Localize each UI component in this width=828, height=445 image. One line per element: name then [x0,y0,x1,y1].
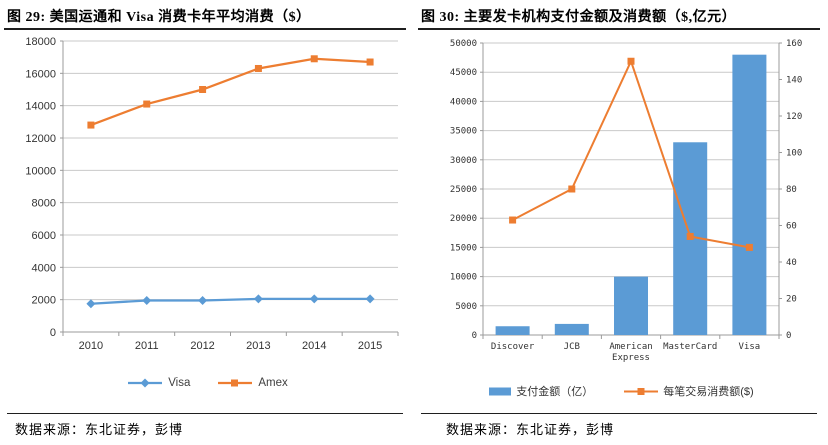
data-point-marker-square [366,58,374,66]
chart29-title-divider [4,28,406,30]
x-axis-category-label: Express [612,353,650,363]
y-axis-tick-label: 14000 [25,101,56,113]
x-axis-category-label: 2011 [135,340,159,352]
legend-item-visa: Visa [126,377,190,389]
chart30-footer-divider [421,413,817,414]
data-point-marker-square [509,216,517,224]
y-axis-tick-label: 16000 [25,68,56,80]
data-point-marker-diamond [86,299,96,309]
right-axis-tick-label: 80 [786,185,797,195]
data-point-marker-diamond [198,295,208,305]
right-axis-tick-label: 0 [786,331,791,341]
bar-jcb [554,323,589,335]
y-axis-tick-label: 18000 [25,36,56,48]
x-axis-category-label: 2014 [302,340,326,352]
left-axis-tick-label: 10000 [450,273,477,283]
chart29-footer-divider [7,413,403,414]
bar-visa [732,54,767,336]
y-axis-tick-label: 2000 [32,295,56,307]
legend-diamond-marker [140,378,150,388]
data-point-marker-square [686,232,694,240]
legend-square-marker [637,387,645,395]
legend-bar-swatch-icon [489,387,512,395]
x-axis-category-label: 2010 [79,340,103,352]
y-axis-tick-label: 4000 [32,262,56,274]
bar-american-express [614,276,648,335]
chart29-source-note: 数据来源：东北证券，彭博 [15,422,184,437]
left-axis-tick-label: 30000 [450,156,477,166]
right-axis-tick-label: 20 [786,295,797,305]
left-axis-tick-label: 0 [472,331,477,341]
data-point-marker-square [568,185,576,193]
x-axis-category-label: Discover [491,342,535,352]
chart30-title-divider [418,28,820,30]
left-axis-tick-label: 20000 [450,214,477,224]
x-axis-category-label: JCB [564,342,580,352]
right-axis-tick-label: 40 [786,258,797,268]
chart30-source-note: 数据来源：东北证券，彭博 [446,422,615,437]
legend-label: 支付金额（亿） [516,386,594,398]
legend-bar-swatch [489,387,512,395]
data-point-marker-square [143,100,151,108]
left-axis-tick-label: 5000 [455,302,477,312]
legend-label: Visa [168,377,191,389]
right-axis-tick-label: 160 [786,39,802,49]
series-line-consumption [512,58,750,249]
legend-line-swatch-icon [624,387,659,395]
left-axis-tick-label: 40000 [450,97,477,107]
x-axis-category-label: MasterCard [663,342,717,352]
y-axis-tick-label: 6000 [32,230,56,242]
y-axis-tick-label: 0 [50,327,56,339]
series-line-amex [90,57,371,127]
legend-marker-icon [218,379,253,387]
data-point-marker-square [745,243,753,251]
chart30-title: 图 30: 主要发卡机构支付金额及消费额（$,亿元） [421,10,737,25]
x-axis-category-label: Visa [739,342,761,352]
left-axis-tick-label: 15000 [450,243,477,253]
series-line-visa [90,297,371,305]
data-point-marker-square [310,55,318,63]
right-axis-tick-label: 120 [786,112,802,122]
data-point-marker-diamond [309,294,319,304]
legend-square-marker [231,379,239,387]
panel-chart-29: 图 29: 美国运通和 Visa 消费卡年平均消费（$） 0 2000 4000 60… [0,10,414,437]
chart29-title: 图 29: 美国运通和 Visa 消费卡年平均消费（$） [7,10,311,25]
data-point-marker-square [87,121,95,129]
y-axis-tick-label: 8000 [32,198,56,210]
data-point-marker-square [199,86,207,93]
right-axis-tick-label: 140 [786,76,802,86]
legend-item-amex: Amex [216,377,288,389]
legend-item-per-transaction-spend: 每笔交易消费额($) [623,383,754,399]
x-axis-category-label: 2012 [190,340,214,352]
panel-chart-30: 图 30: 主要发卡机构支付金额及消费额（$,亿元） 0 5000 10000 150… [414,0,828,445]
legend-label: Amex [258,377,288,389]
data-point-marker-diamond [253,294,263,304]
left-axis-tick-label: 25000 [450,185,477,195]
right-axis-tick-label: 60 [786,222,797,232]
bar-discover [495,326,530,335]
legend-label: 每笔交易消费额($) [663,386,754,398]
chart29-legend: Visa Amex [0,377,414,389]
data-point-marker-square [627,57,635,65]
legend-item-payment-amount: 支付金额（亿） [488,383,593,399]
right-axis-tick-label: 100 [786,149,802,159]
x-axis-category-label: American [609,342,652,352]
x-axis-category-label: 2013 [246,340,270,352]
left-axis-tick-label: 50000 [450,39,477,49]
x-axis-category-label: 2015 [358,340,382,352]
chart30-canvas: 0 5000 10000 15000 20000 25000 30000 35000 40000… [450,39,802,363]
y-axis-tick-label: 10000 [25,165,56,177]
y-axis-tick-label: 12000 [25,133,56,145]
legend-marker-icon [128,378,163,388]
data-point-marker-square [254,64,262,72]
left-axis-tick-label: 45000 [450,68,477,78]
chart29-canvas: 0 2000 4000 6000 8000 10000 12000 14000 16000 180… [25,36,399,352]
data-point-marker-diamond [365,294,375,304]
chart30-legend: 支付金额（亿） 每笔交易消费额($) [414,383,828,399]
data-point-marker-diamond [142,295,152,305]
left-axis-tick-label: 35000 [450,127,477,137]
